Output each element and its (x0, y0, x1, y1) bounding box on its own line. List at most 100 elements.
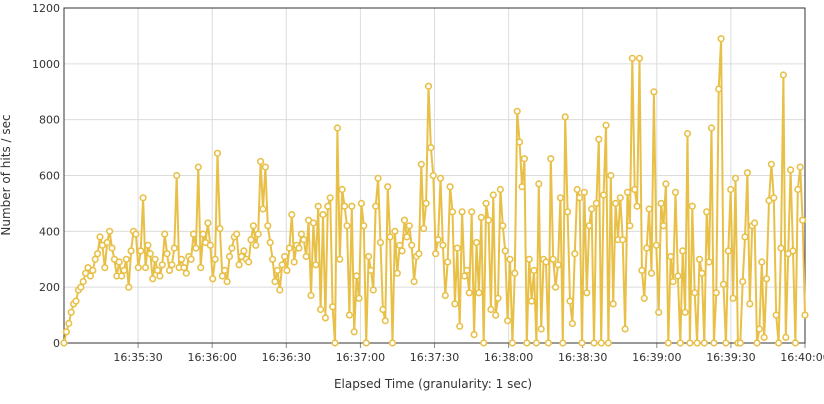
data-point (563, 208, 572, 216)
data-point (789, 247, 797, 255)
data-point (386, 233, 394, 241)
data-point (156, 272, 164, 280)
data-point (405, 222, 413, 230)
data-point (671, 188, 680, 196)
data-point (477, 213, 485, 221)
series-line (63, 37, 806, 344)
y-tick-label: 600 (39, 170, 60, 183)
data-point (266, 238, 274, 247)
data-point (456, 322, 464, 330)
data-point (65, 319, 73, 328)
data-point (468, 208, 476, 216)
x-tick-label: 16:36:30 (262, 351, 311, 364)
data-point (655, 308, 663, 316)
data-point (127, 247, 135, 255)
data-point (393, 269, 401, 277)
data-point (635, 54, 644, 62)
data-point (420, 224, 428, 233)
data-point (384, 183, 392, 191)
x-tick-label: 16:38:30 (558, 351, 607, 364)
data-point (573, 185, 581, 194)
data-point (317, 305, 325, 314)
data-point (391, 227, 399, 235)
data-point (496, 185, 505, 194)
data-point (729, 294, 737, 302)
data-point (492, 311, 500, 319)
data-point (551, 283, 560, 291)
data-point (575, 194, 584, 202)
data-point (643, 244, 651, 252)
data-point (341, 202, 349, 210)
data-point (652, 241, 660, 249)
data-point (499, 222, 507, 230)
plot-frame (63, 7, 806, 344)
data-point (362, 339, 370, 347)
data-point (367, 266, 375, 275)
data-point (379, 305, 387, 314)
data-point (525, 255, 533, 263)
data-point (705, 258, 713, 266)
data-point (470, 331, 478, 339)
data-point (429, 171, 437, 180)
data-point (640, 294, 648, 302)
data-point (343, 222, 351, 230)
data-point (700, 339, 708, 347)
data-point (62, 328, 71, 336)
x-axis-title: Elapsed Time (granularity: 1 sec) (334, 377, 532, 391)
data-point (432, 250, 440, 258)
data-point (132, 230, 140, 238)
data-point (489, 191, 497, 199)
data-point (691, 289, 699, 297)
data-point (633, 202, 641, 210)
data-point (578, 339, 586, 347)
data-point (647, 269, 656, 277)
data-point (767, 160, 776, 168)
data-point (712, 289, 720, 297)
data-point (794, 185, 802, 194)
data-point (779, 71, 788, 79)
data-point (309, 219, 318, 227)
data-point (336, 255, 344, 263)
data-point (125, 283, 133, 291)
data-point (151, 255, 159, 263)
data-point (326, 194, 334, 202)
data-point (302, 252, 310, 261)
data-point (626, 222, 634, 230)
data-point (307, 291, 315, 300)
data-point (441, 291, 449, 300)
data-point (264, 222, 272, 230)
data-point (93, 250, 102, 258)
data-point (67, 308, 75, 316)
data-point (194, 163, 202, 171)
data-point (444, 258, 452, 266)
data-point (173, 171, 181, 180)
data-point (638, 266, 646, 275)
data-point (549, 255, 557, 263)
data-point (271, 278, 279, 286)
data-point (122, 255, 130, 263)
data-point (86, 272, 94, 280)
data-point (415, 250, 423, 258)
data-point (269, 255, 277, 263)
data-point (329, 303, 337, 311)
data-point (72, 297, 80, 305)
data-point (199, 230, 207, 238)
y-tick-label: 1000 (32, 58, 60, 71)
data-point (715, 85, 723, 93)
data-point (139, 194, 147, 202)
data-point (727, 185, 735, 194)
data-point (324, 202, 332, 210)
data-point (153, 266, 162, 275)
data-point (161, 230, 169, 238)
data-point (770, 194, 778, 202)
data-point (631, 185, 639, 194)
data-point (403, 233, 411, 241)
data-point (585, 222, 593, 230)
data-point (182, 269, 190, 277)
data-point (504, 317, 512, 325)
data-point (137, 247, 145, 255)
data-point (662, 180, 670, 188)
data-point (254, 230, 262, 238)
data-point (518, 183, 526, 191)
data-point (762, 275, 771, 283)
